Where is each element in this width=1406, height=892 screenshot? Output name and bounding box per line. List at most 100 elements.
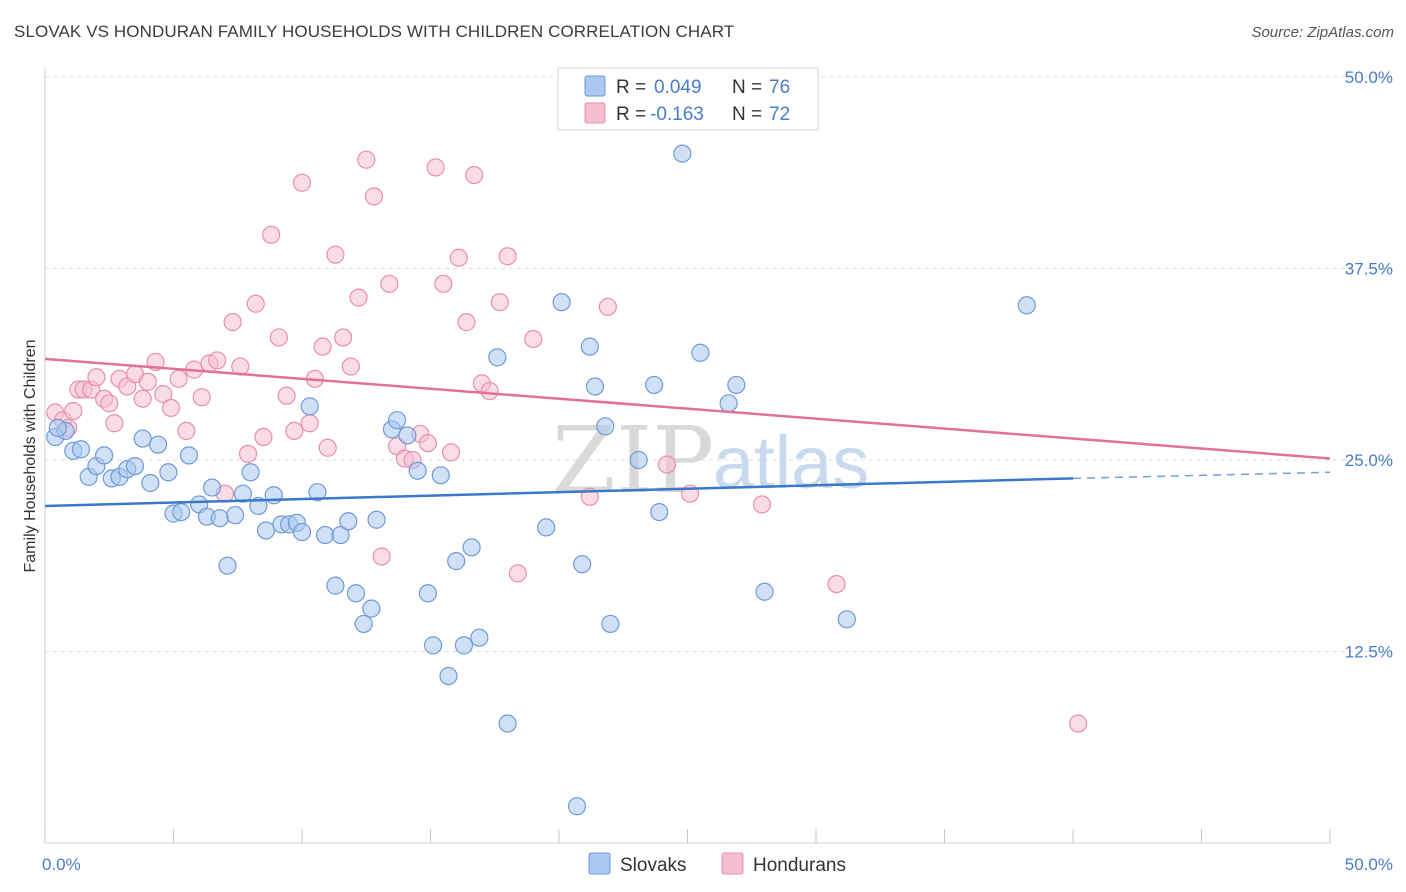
slovak-point: [418, 584, 438, 603]
slovak-point: [498, 714, 517, 733]
honduran-point: [341, 357, 360, 376]
legend-r-label: R =: [616, 77, 646, 98]
honduran-point: [292, 173, 312, 192]
slovak-point: [1017, 296, 1036, 315]
slovak-point: [454, 636, 474, 655]
legend-swatch-slovak: [584, 75, 606, 97]
honduran-point: [238, 444, 258, 463]
slovak-point: [755, 582, 774, 601]
data-points: [46, 144, 1088, 816]
slovak-point: [727, 375, 746, 395]
honduran-point: [326, 245, 345, 264]
slovak-point: [596, 417, 615, 436]
slovak-point: [367, 510, 386, 529]
slovak-point: [172, 502, 191, 522]
slovak-point: [447, 552, 466, 571]
honduran-point: [480, 381, 499, 401]
legend-r-value: -0.163: [650, 104, 704, 125]
y-tick-label: 37.5%: [1345, 260, 1393, 279]
x-tick-label: 50.0%: [1345, 855, 1393, 874]
slovak-point: [629, 450, 648, 470]
slovak-point: [218, 556, 237, 575]
slovak-point: [580, 337, 599, 356]
honduran-point: [87, 368, 106, 387]
honduran-trend-line: [44, 357, 1331, 460]
honduran-point: [192, 388, 211, 407]
tick-labels: 12.5% 25.0% 37.5% 50.0% 0.0% 50.0%: [42, 68, 1393, 874]
honduran-point: [177, 421, 196, 440]
slovak-point: [256, 521, 276, 540]
honduran-point: [223, 313, 242, 332]
slovak-point: [431, 466, 450, 485]
slovak-point: [202, 478, 222, 497]
honduran-point: [349, 288, 368, 307]
y-tick-label: 25.0%: [1345, 451, 1393, 470]
honduran-point: [208, 351, 227, 370]
slovak-point: [585, 377, 605, 396]
slovak-point: [470, 628, 489, 647]
legend-swatch-slovaks: [588, 852, 611, 875]
slovak-point: [601, 614, 620, 634]
slovak-point: [398, 426, 417, 445]
honduran-point: [524, 329, 543, 349]
slovak-point: [567, 797, 587, 816]
slovak-point: [423, 636, 443, 655]
slovak-trend-line: [44, 477, 1074, 508]
chart-title: SLOVAK VS HONDURAN FAMILY HOUSEHOLDS WIT…: [14, 22, 735, 41]
honduran-point: [100, 394, 119, 413]
honduran-point: [138, 372, 157, 391]
slovak-point: [241, 463, 260, 482]
honduran-point: [434, 274, 453, 293]
honduran-point: [169, 369, 188, 388]
slovak-point: [354, 614, 373, 634]
series-legend: Slovaks Hondurans: [588, 852, 846, 876]
legend-r-value: 0.049: [654, 77, 702, 98]
slovak-point: [95, 446, 114, 465]
legend-item-slovaks: Slovaks: [620, 855, 687, 876]
honduran-point: [508, 564, 527, 583]
honduran-point: [457, 313, 476, 332]
honduran-point: [498, 247, 517, 266]
honduran-point: [364, 187, 384, 206]
slovak-point: [71, 440, 91, 459]
honduran-point: [357, 150, 376, 169]
slovak-point: [573, 555, 592, 574]
honduran-point: [262, 225, 281, 244]
slovak-point: [48, 418, 67, 437]
x-tick-label: 0.0%: [42, 855, 81, 874]
slovak-point: [673, 144, 692, 163]
honduran-point: [380, 274, 399, 293]
honduran-point: [490, 293, 509, 312]
honduran-point: [277, 386, 296, 405]
slovak-point: [537, 518, 556, 537]
y-tick-label: 12.5%: [1345, 643, 1393, 662]
slovak-point: [179, 446, 199, 465]
slovak-point: [331, 525, 350, 545]
slovak-point: [226, 506, 245, 525]
slovak-point: [462, 538, 481, 557]
legend-n-value: 76: [769, 77, 790, 98]
honduran-point: [657, 455, 677, 474]
slovak-point: [300, 397, 319, 416]
slovak-point: [210, 509, 229, 528]
slovak-point: [552, 293, 571, 312]
legend-item-hondurans: Hondurans: [753, 855, 846, 876]
honduran-point: [426, 158, 445, 177]
honduran-point: [827, 574, 846, 594]
honduran-point: [449, 248, 468, 267]
slovak-point: [148, 435, 168, 454]
honduran-point: [300, 414, 319, 433]
honduran-point: [133, 389, 152, 408]
slovak-point: [439, 666, 458, 686]
legend-n-value: 72: [769, 104, 790, 125]
legend-n-label: N =: [732, 77, 762, 98]
slovak-point: [691, 343, 710, 362]
slovak-point: [346, 584, 366, 603]
slovak-point: [292, 522, 312, 542]
y-axis-title: Family Households with Children: [22, 340, 39, 573]
legend-swatch-honduran: [584, 102, 606, 124]
slovak-point: [249, 496, 268, 516]
honduran-point: [254, 427, 273, 447]
legend-swatch-hondurans: [721, 852, 744, 875]
